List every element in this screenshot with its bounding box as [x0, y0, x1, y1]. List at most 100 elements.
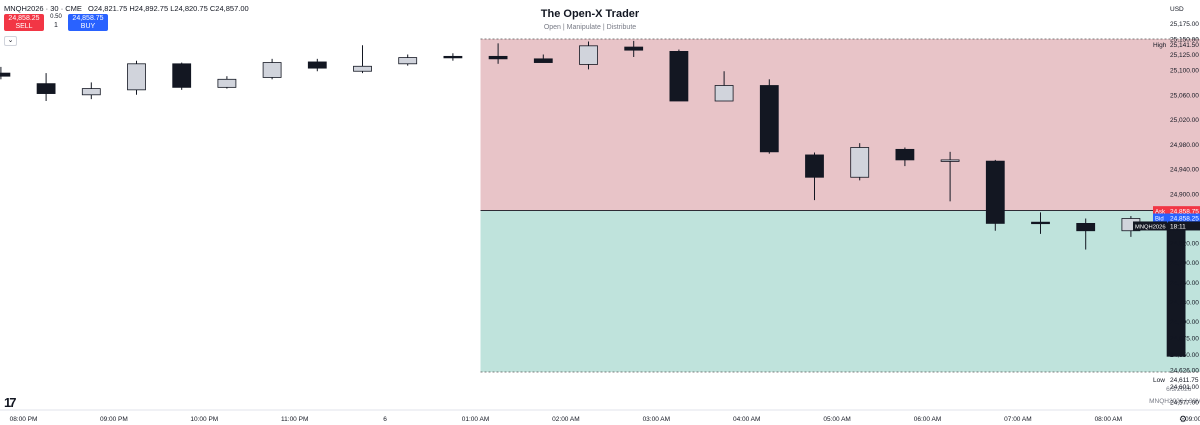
- x-tick-label-11: 07:00 AM: [1004, 416, 1031, 423]
- trade-panel: 24,858.25 SELL 0.50 1 24,858.75 BUY: [4, 14, 108, 31]
- ohlc-close-label: C: [209, 4, 216, 13]
- y-tick-label-14: 24,675.00: [1170, 335, 1199, 342]
- gear-icon[interactable]: ⚙: [1179, 414, 1188, 424]
- candle-body-3: [127, 63, 146, 91]
- candle-body-24: [1076, 222, 1096, 232]
- candle-body-9: [398, 57, 418, 65]
- y-tick-label-0: 25,175.00: [1170, 21, 1199, 28]
- order-quantity[interactable]: 1: [54, 22, 58, 29]
- axis-unit-label: USD: [1170, 6, 1184, 13]
- ohlc-high: 24,892.75: [134, 4, 169, 13]
- spread-value: 0.50: [50, 14, 62, 20]
- y-tick-label-10: 24,790.00: [1170, 260, 1199, 267]
- candle-body-21: [940, 159, 960, 162]
- ohlc-high-label: H: [129, 4, 135, 13]
- bid-value-bg: [1168, 213, 1200, 223]
- candle-body-10: [443, 55, 463, 59]
- buy-price: 24,858.75: [72, 15, 104, 22]
- candle-body-16: [714, 85, 734, 102]
- bid-label-bg: [1153, 213, 1168, 223]
- candle-body-15: [669, 51, 689, 102]
- candle-body-7: [307, 61, 327, 69]
- symbol-line[interactable]: MNQH2026 · 30 · CME: [4, 4, 82, 13]
- x-tick-label-7: 03:00 AM: [643, 416, 670, 423]
- x-tick-label-10: 06:00 AM: [914, 416, 941, 423]
- buy-button[interactable]: 24,858.75 BUY: [68, 14, 108, 31]
- sell-label: SELL: [15, 23, 33, 30]
- y-tick-label-9: 24,820.00: [1170, 241, 1199, 248]
- candle-body-0: [0, 72, 11, 77]
- ohlc-open-label: O: [88, 4, 94, 13]
- candle-body-19: [850, 147, 870, 178]
- y-tick-label-18: 24,577.00: [1170, 400, 1199, 407]
- candle-body-5: [217, 78, 237, 88]
- candle-body-13: [579, 45, 598, 65]
- ohlc-open: 24,821.75: [93, 4, 128, 13]
- high-value: 25,141.50: [1170, 42, 1199, 49]
- y-tick-label-1: 25,150.00: [1170, 37, 1199, 44]
- x-tick-label-8: 04:00 AM: [733, 416, 760, 423]
- collapse-chevron-down-icon[interactable]: ⌄: [4, 36, 17, 46]
- y-tick-label-11: 24,760.00: [1170, 280, 1199, 287]
- ask-value: 24,858.75: [1170, 208, 1199, 215]
- y-tick-label-12: 24,730.00: [1170, 299, 1199, 306]
- x-tick-label-5: 01:00 AM: [462, 416, 489, 423]
- high-label: High: [1153, 42, 1167, 49]
- y-tick-label-4: 25,060.00: [1170, 92, 1199, 99]
- y-tick-label-8: 24,900.00: [1170, 192, 1199, 199]
- ask-value-bg: [1168, 206, 1200, 216]
- current-label-bg: [1133, 221, 1167, 231]
- candle-body-6: [262, 62, 282, 78]
- y-tick-label-2: 25,125.00: [1170, 52, 1199, 59]
- discount-zone: [480, 210, 1200, 372]
- x-tick-label-12: 08:00 AM: [1095, 416, 1122, 423]
- y-tick-label-15: 24,650.00: [1170, 352, 1199, 359]
- candle-body-12: [533, 58, 553, 63]
- x-tick-label-2: 10:00 PM: [190, 416, 218, 423]
- y-tick-label-7: 24,940.00: [1170, 167, 1199, 174]
- y-tick-label-16: 24,626.00: [1170, 368, 1199, 375]
- bid-label: Bid: [1155, 217, 1164, 223]
- sell-button[interactable]: 24,858.25 SELL: [4, 14, 44, 31]
- y-tick-label-6: 24,980.00: [1170, 142, 1199, 149]
- candle-body-2: [81, 88, 101, 96]
- candle-body-11: [488, 55, 508, 60]
- x-tick-label-3: 11:00 PM: [281, 416, 308, 423]
- x-tick-label-13: 09:00 AM: [1185, 416, 1200, 423]
- candle-body-17: [759, 85, 779, 153]
- y-tick-label-13: 24,700.00: [1170, 319, 1199, 326]
- candle-body-18: [805, 154, 824, 178]
- title-sub: Open | Manipulate | Distribute: [543, 24, 637, 31]
- ohlc-low: 24,820.75: [174, 4, 208, 13]
- tradingview-logo-icon[interactable]: 17: [4, 395, 17, 410]
- candle-body-1: [36, 83, 56, 94]
- zone-tag-label: MNQH2026 | 30M: [1149, 398, 1200, 405]
- y-tick-label-3: 25,100.00: [1170, 68, 1199, 75]
- title-main: The Open-X Trader: [540, 8, 640, 20]
- candle-body-8: [353, 65, 372, 72]
- y-tick-label-17: 24,601.00: [1170, 384, 1199, 391]
- candle-body-22: [985, 160, 1005, 224]
- bid-value: 24,858.25: [1170, 216, 1199, 223]
- premium-zone: [480, 39, 1200, 211]
- candle-body-20: [895, 148, 915, 161]
- x-tick-label-0: 08:00 PM: [10, 416, 38, 423]
- x-tick-label-9: 05:00 AM: [823, 416, 850, 423]
- low-label: Low: [1153, 377, 1165, 384]
- ohlc-low-label: L: [170, 4, 175, 13]
- candle-body-23: [1031, 221, 1050, 225]
- sell-price: 24,858.25: [8, 15, 40, 22]
- candle-body-4: [172, 63, 192, 88]
- buy-label: BUY: [80, 23, 96, 30]
- x-tick-label-6: 02:00 AM: [552, 416, 579, 423]
- indicator-title: The Open-X Trader Open | Manipulate | Di…: [520, 8, 660, 31]
- spread-qty: 0.50 1: [46, 14, 66, 31]
- current-label: MNQH2026: [1135, 225, 1166, 231]
- symbol-header: MNQH2026 · 30 · CME O24,821.75 H24,892.7…: [4, 4, 249, 13]
- y-tick-label-5: 25,020.00: [1170, 117, 1199, 124]
- ask-label-bg: [1153, 206, 1168, 216]
- current-value-bg: [1168, 221, 1200, 231]
- zone-date-label: 6/3/2026: [1166, 386, 1192, 393]
- x-tick-label-4: 6: [383, 416, 387, 423]
